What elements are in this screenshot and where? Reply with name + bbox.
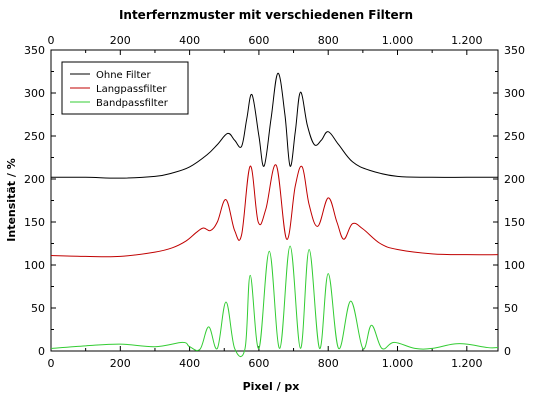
x-tick-label-top: 0: [48, 34, 55, 47]
series-line-3: [51, 246, 498, 357]
x-tick-label-bottom: 400: [179, 357, 200, 370]
legend-label: Bandpassfilter: [96, 98, 169, 109]
x-axis-title: Pixel / px: [243, 380, 300, 393]
y-tick-label-right: 250: [504, 130, 525, 143]
y-tick-label-left: 250: [24, 130, 45, 143]
series-group: [51, 73, 498, 356]
y-tick-label-left: 200: [24, 173, 45, 186]
x-tick-label-top: 600: [248, 34, 269, 47]
y-tick-label-right: 300: [504, 87, 525, 100]
x-tick-label-bottom: 1.000: [382, 357, 414, 370]
y-tick-label-right: 200: [504, 173, 525, 186]
x-tick-label-top: 400: [179, 34, 200, 47]
y-tick-label-right: 50: [504, 302, 518, 315]
x-tick-label-top: 1.200: [451, 34, 483, 47]
y-tick-label-right: 0: [504, 345, 511, 358]
legend-label: Ohne Filter: [96, 70, 152, 81]
x-tick-label-top: 800: [318, 34, 339, 47]
y-tick-label-right: 350: [504, 44, 525, 57]
chart-title: Interfernzmuster mit verschiedenen Filte…: [119, 8, 413, 22]
y-tick-label-left: 0: [38, 345, 45, 358]
legend-label: Langpassfilter: [96, 84, 167, 95]
y-tick-label-left: 300: [24, 87, 45, 100]
y-tick-label-left: 50: [31, 302, 45, 315]
x-tick-label-bottom: 800: [318, 357, 339, 370]
x-tick-label-top: 1.000: [382, 34, 414, 47]
x-tick-label-bottom: 600: [248, 357, 269, 370]
legend: Ohne Filter Langpassfilter Bandpassfilter: [62, 62, 188, 114]
y-tick-label-left: 100: [24, 259, 45, 272]
x-tick-label-bottom: 1.200: [451, 357, 483, 370]
x-tick-label-top: 200: [110, 34, 131, 47]
x-tick-label-bottom: 200: [110, 357, 131, 370]
y-axis-title: Intensität / %: [5, 158, 18, 241]
y-tick-label-left: 150: [24, 216, 45, 229]
y-tick-label-right: 150: [504, 216, 525, 229]
y-tick-label-left: 350: [24, 44, 45, 57]
x-tick-label-bottom: 0: [48, 357, 55, 370]
y-tick-label-right: 100: [504, 259, 525, 272]
